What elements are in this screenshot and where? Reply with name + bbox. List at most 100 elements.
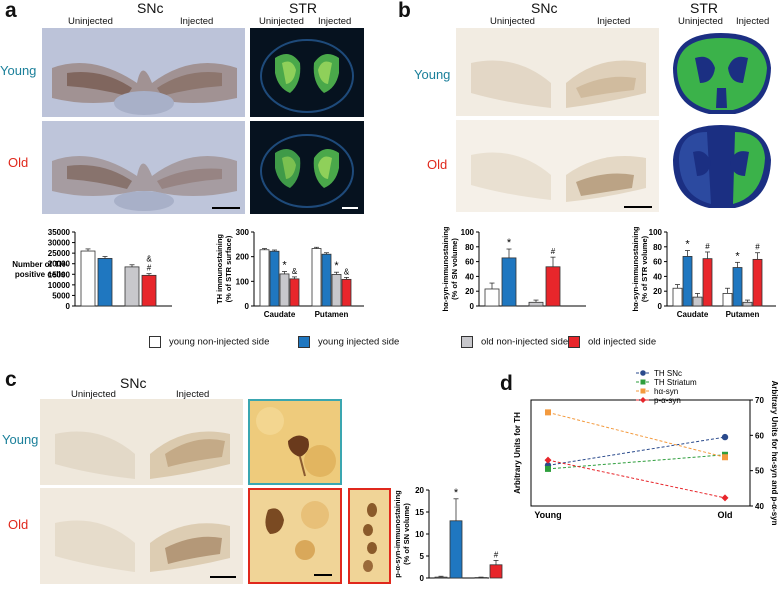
y-axis-label: TH immunostaining	[215, 234, 224, 304]
significance-marker: &	[344, 267, 350, 276]
panel-a-old-str-image	[250, 121, 364, 214]
panel-a-young-label: Young	[0, 63, 37, 78]
legend-marker	[640, 397, 646, 403]
legend-label: TH Striatum	[654, 378, 697, 387]
panel-c-snc-title: SNc	[120, 375, 147, 391]
y-tick-label: 0	[470, 302, 475, 311]
series-point	[721, 494, 729, 502]
y-tick-label: 200	[236, 253, 250, 262]
significance-marker: #	[551, 247, 556, 256]
legend-item-young-inj: young injected side	[298, 333, 399, 351]
y-tick-label: 100	[649, 228, 663, 237]
y-tick-label: 10	[415, 530, 424, 539]
chart-d-lines: 40 50 60 70 Young Old Arbitrary Units for TH Ar…	[513, 369, 778, 526]
y-tick-label: 25000	[48, 249, 71, 258]
chart-b-str: 0 20 40 60 80 100 hα-syn-immunostaining (% of S…	[631, 226, 776, 319]
panel-c-young-label: Young	[2, 432, 39, 447]
significance-marker: *	[282, 259, 287, 271]
panel-b-str-injected-label: Injected	[736, 16, 770, 27]
x-category-label: Caudate	[264, 310, 296, 319]
bar	[752, 258, 763, 307]
y-tick-label: 15000	[48, 270, 71, 279]
panel-b-str-uninjected-label: Uninjected	[678, 16, 723, 27]
bar	[722, 293, 733, 307]
panel-a-old-snc-image	[42, 121, 245, 214]
series-point	[721, 433, 729, 441]
significance-marker: #	[494, 550, 499, 559]
significance-marker: &	[146, 255, 152, 264]
y-tick-label: 5000	[52, 291, 70, 300]
y-tick-label: 20	[415, 486, 424, 495]
panel-b-old-snc-image	[456, 120, 659, 212]
significance-marker: &	[292, 267, 298, 276]
panel-c-letter: c	[5, 368, 17, 391]
significance-marker: #	[705, 242, 710, 251]
y-tick-label: 80	[653, 243, 662, 252]
legend-swatch	[149, 335, 161, 348]
legend-label: old injected side	[588, 336, 657, 348]
panel-b-young-label: Young	[414, 67, 451, 82]
panel-b-str-title: STR	[690, 0, 718, 16]
legend-label: TH SNc	[654, 369, 682, 378]
legend-label: p-α-syn	[654, 396, 681, 405]
panel-c-snc-scale-bar	[210, 576, 236, 578]
bar	[289, 278, 300, 307]
y-tick-label: 60	[465, 258, 474, 267]
panel-b-old-label: Old	[427, 157, 448, 172]
legend-label: old non-injected side	[481, 336, 569, 348]
series-point	[544, 456, 552, 464]
panel-a-snc-scale-bar	[212, 207, 240, 209]
panel-b-snc-title: SNc	[531, 0, 558, 16]
y-tick-label: 0	[420, 574, 425, 583]
panel-d-letter: d	[500, 372, 513, 395]
y-axis-label: positive cells	[15, 270, 66, 279]
series-point	[545, 409, 551, 416]
panel-a-str-injected-label: Injected	[318, 16, 352, 27]
significance-marker: #	[755, 243, 760, 252]
y-tick-label: 10000	[48, 281, 71, 290]
legend-label: young non-injected side	[169, 336, 270, 348]
y-tick-label: 100	[236, 277, 250, 286]
panel-c-old-snc-image	[40, 488, 243, 584]
panel-b-young-str-image	[665, 28, 778, 116]
y-axis-label: (% of SN volume)	[402, 503, 411, 565]
panel-a-str-scale-bar	[342, 207, 358, 209]
bar	[141, 274, 157, 307]
panel-c-zoom-scale-bar	[314, 574, 332, 576]
bar	[311, 248, 322, 307]
panel-c-old-label: Old	[8, 517, 29, 532]
y-tick-label: 20	[653, 287, 662, 296]
y-tick-label: 40	[653, 272, 662, 281]
legend-swatch	[298, 335, 310, 348]
legend-item-old-inj: old injected side	[568, 333, 656, 351]
series-line	[547, 436, 726, 466]
y-tick-label: 20	[465, 287, 474, 296]
legend-marker	[640, 388, 646, 394]
legend-marker	[640, 379, 646, 385]
significance-marker: *	[507, 237, 512, 249]
bar	[692, 296, 703, 307]
y-axis-label: hα-syn-immunostaining	[631, 226, 640, 311]
panel-a-injected-label: Injected	[180, 16, 214, 27]
y-axis-label-left: Arbitrary Units for TH	[513, 412, 522, 494]
bar	[434, 576, 448, 579]
y-axis-label-right: Arbitrary Units for hα-syn and p-α-syn	[770, 381, 778, 526]
significance-marker: #	[147, 264, 152, 273]
series-line	[547, 454, 726, 470]
bar	[449, 520, 463, 579]
bar	[682, 256, 693, 307]
bar	[97, 258, 113, 307]
bar	[269, 250, 280, 307]
y-tick-label: 60	[653, 258, 662, 267]
panel-a-str-title: STR	[289, 0, 317, 16]
y-axis-label: hα-syn-immunostaining	[441, 226, 450, 311]
x-category-label: Putamen	[726, 310, 760, 319]
panel-c-old-zoom2-image	[348, 488, 391, 584]
series-point	[722, 454, 728, 461]
legend-item-old-non: old non-injected side	[461, 333, 568, 351]
panel-c-uninjected-label: Uninjected	[71, 389, 116, 400]
panel-a-young-snc-image	[42, 28, 245, 117]
panel-c-injected-label: Injected	[176, 389, 210, 400]
y-tick-label: 100	[461, 228, 475, 237]
